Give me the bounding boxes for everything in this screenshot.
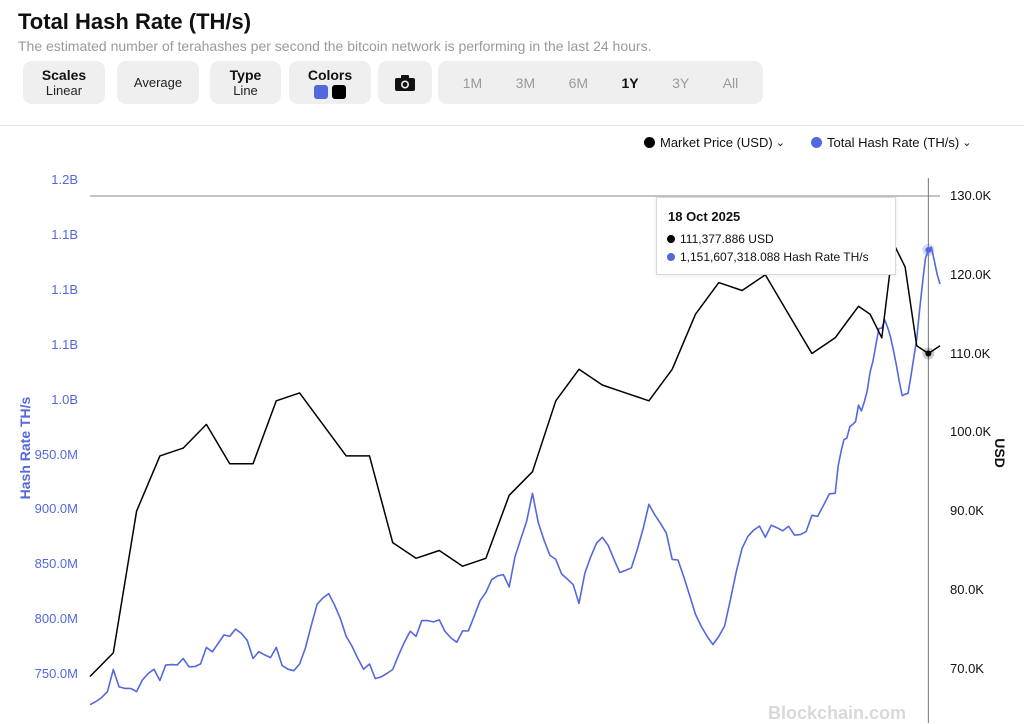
market-price-series-line bbox=[89, 242, 941, 678]
hash-hover-point bbox=[925, 246, 932, 253]
y-right-tick-label: 110.0K bbox=[950, 345, 991, 361]
scales-button[interactable]: Scales Linear bbox=[23, 61, 105, 104]
range-6m-button[interactable]: 6M bbox=[568, 74, 589, 91]
y-left-tick-label: 1.0B bbox=[51, 391, 78, 407]
average-label: Average bbox=[133, 75, 183, 90]
tooltip-price-row: 111,377.886 USD bbox=[667, 232, 774, 246]
colors-button[interactable]: Colors bbox=[289, 61, 371, 104]
scales-value: Linear bbox=[45, 82, 83, 98]
hash-color-swatch[interactable] bbox=[314, 84, 328, 99]
y-left-tick-label: 1.1B bbox=[51, 226, 78, 242]
range-3m-button[interactable]: 3M bbox=[515, 74, 536, 91]
range-1m-button[interactable]: 1M bbox=[462, 74, 483, 91]
type-value: Line bbox=[233, 82, 258, 98]
legend-market-price[interactable]: Market Price (USD) ⌄ bbox=[644, 135, 785, 150]
y-left-tick-label: 1.2B bbox=[51, 172, 78, 187]
y-right-tick-label: 100.0K bbox=[950, 424, 992, 440]
y-left-tick-label: 800.0M bbox=[34, 611, 78, 627]
range-3y-button[interactable]: 3Y bbox=[672, 74, 690, 91]
y-left-tick-label: 900.0M bbox=[34, 501, 78, 517]
y-right-tick-label: 80.0K bbox=[950, 581, 984, 597]
average-button[interactable]: Average bbox=[117, 61, 199, 104]
tooltip-hash-row: 1,151,607,318.088 Hash Rate TH/s bbox=[667, 250, 869, 264]
y-right-tick-label: 120.0K bbox=[950, 266, 992, 282]
chevron-down-icon: ⌄ bbox=[962, 137, 972, 149]
watermark-logo: Blockchain.com bbox=[768, 703, 907, 723]
tooltip-hash-value: 1,151,607,318.088 Hash Rate TH/s bbox=[680, 250, 869, 264]
y-left-tick-label: 850.0M bbox=[34, 556, 78, 572]
price-color-swatch[interactable] bbox=[332, 84, 346, 99]
tooltip-hash-dot bbox=[667, 253, 675, 261]
type-label: Type bbox=[229, 66, 262, 83]
tooltip-date: 18 Oct 2025 bbox=[668, 209, 741, 224]
camera-icon bbox=[395, 74, 415, 91]
y-left-tick-label: 950.0M bbox=[34, 446, 78, 462]
scales-label: Scales bbox=[41, 66, 87, 83]
legend-hash-rate-label: Total Hash Rate (TH/s) bbox=[827, 135, 960, 150]
legend-market-price-label: Market Price (USD) bbox=[660, 135, 773, 150]
page-title: Total Hash Rate (TH/s) bbox=[18, 9, 252, 34]
range-1y-button[interactable]: 1Y bbox=[621, 74, 639, 91]
y-right-tick-label: 90.0K bbox=[950, 503, 984, 519]
y-left-tick-label: 1.1B bbox=[51, 336, 78, 352]
chart-tooltip: 18 Oct 2025 111,377.886 USD 1,151,607,31… bbox=[656, 197, 896, 275]
color-swatches bbox=[314, 84, 346, 99]
legend-dot-price bbox=[644, 137, 655, 148]
header-divider bbox=[0, 125, 1024, 126]
hash-rate-series-line bbox=[89, 246, 941, 706]
colors-label: Colors bbox=[307, 66, 353, 83]
chevron-down-icon: ⌄ bbox=[775, 137, 785, 149]
y-left-tick-label: 1.1B bbox=[51, 281, 78, 297]
camera-button[interactable] bbox=[378, 61, 432, 104]
price-hover-point bbox=[925, 350, 932, 357]
tooltip-price-dot bbox=[667, 235, 675, 243]
time-range-selector: 1M 3M 6M 1Y 3Y All bbox=[438, 61, 763, 104]
y-right-tick-label: 70.0K bbox=[950, 660, 984, 676]
range-all-button[interactable]: All bbox=[722, 74, 739, 91]
page-subtitle: The estimated number of terahashes per s… bbox=[18, 38, 652, 54]
tooltip-price-value: 111,377.886 USD bbox=[680, 232, 774, 246]
legend-hash-rate[interactable]: Total Hash Rate (TH/s) ⌄ bbox=[811, 135, 971, 150]
y-right-tick-label: 130.0K bbox=[950, 188, 992, 203]
y-left-tick-label: 750.0M bbox=[34, 666, 78, 682]
legend-dot-hash bbox=[811, 137, 822, 148]
type-button[interactable]: Type Line bbox=[210, 61, 281, 104]
